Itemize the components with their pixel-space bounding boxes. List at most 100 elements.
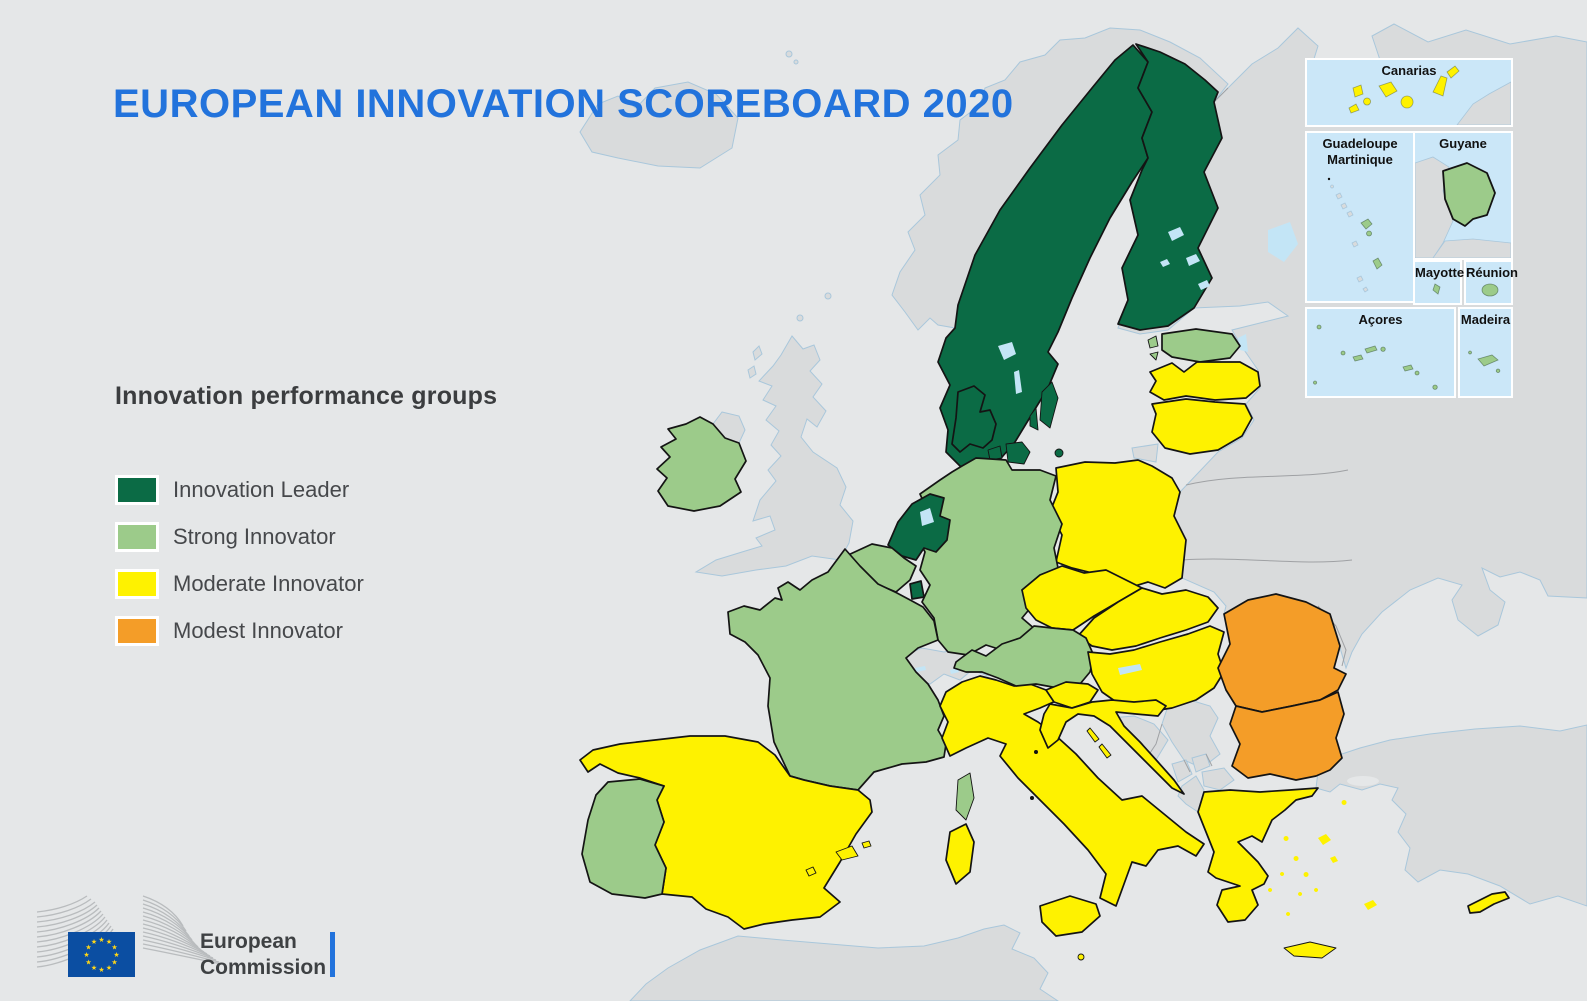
svg-text:★: ★ (83, 951, 89, 959)
country-latvia (1149, 361, 1261, 401)
country-croatia (1039, 699, 1185, 795)
swatch-innovation-leader (115, 474, 159, 505)
page-title: EUROPEAN INNOVATION SCOREBOARD 2020 (113, 82, 1014, 126)
inset-guadeloupe-martinique: Guadeloupe Martinique (1305, 131, 1415, 303)
hebrides (752, 345, 763, 361)
eu-flag-stars: ★ ★★ ★★★ ★★★ ★★★ (83, 936, 119, 974)
inset-canarias: Canarias (1305, 58, 1513, 127)
legend-label: Innovation Leader (173, 476, 350, 502)
finnish-lakes (1160, 227, 1210, 290)
inset-label-madeira: Madeira (1460, 312, 1511, 327)
inset-canarias-map (1348, 65, 1511, 125)
country-denmark (951, 385, 997, 453)
inset-reunion: Réunion (1464, 260, 1518, 305)
svg-text:★: ★ (91, 938, 97, 946)
swatch-moderate-innovator (115, 568, 159, 599)
island-funen (987, 445, 1003, 461)
country-united-kingdom (694, 335, 854, 577)
country-iceland (579, 81, 739, 169)
country-estonia (1161, 328, 1241, 363)
lake-vanern (998, 342, 1016, 360)
inset-mayotte-map (1432, 283, 1441, 295)
faroe-islands (785, 50, 793, 58)
legend: Innovation performance groups Innovation… (115, 382, 575, 654)
svg-text:★: ★ (85, 959, 91, 967)
inset-acores-map (1313, 324, 1438, 390)
island-gotland (1039, 381, 1059, 429)
swiss-lakes (915, 666, 959, 674)
island-crete (1283, 941, 1337, 959)
inset-madeira: Madeira (1458, 307, 1513, 398)
swatch-strong-innovator (115, 521, 159, 552)
inset-label-guyane: Guyane (1439, 136, 1487, 151)
ec-logo-graphic: ★ ★★ ★★★ ★★★ ★★★ European Commission (36, 895, 335, 979)
island-bornholm (1054, 448, 1064, 458)
inset-guyane: Guyane (1413, 131, 1513, 260)
sea-of-marmara (1347, 776, 1379, 786)
inset-reunion-map (1481, 283, 1499, 297)
islands-balearics (805, 840, 872, 877)
logo-text-line1: European (200, 930, 297, 953)
svg-text:★: ★ (85, 944, 91, 952)
legend-heading: Innovation performance groups (115, 382, 498, 410)
logo-text-line2: Commission (200, 956, 326, 979)
svg-text:★: ★ (91, 964, 97, 972)
lake-ijsselmeer (920, 508, 934, 526)
legend-row-moderate-innovator: Moderate Innovator (115, 560, 575, 607)
legend-row-innovation-leader: Innovation Leader (115, 466, 575, 513)
country-bulgaria (1229, 691, 1345, 781)
european-commission-logo: ★ ★ ★ ★ ★ ★ ★ ★ ★ ★ ★ ★ European Commission (35, 890, 395, 990)
inset-label-acores: Açores (1358, 312, 1403, 327)
shetland-islands (824, 292, 832, 300)
legend-label: Moderate Innovator (173, 570, 364, 596)
inset-madeira-map (1468, 350, 1501, 373)
legend-row-strong-innovator: Strong Innovator (115, 513, 575, 560)
country-slovenia (1045, 681, 1099, 709)
country-ireland (656, 416, 747, 512)
country-poland (1049, 459, 1187, 589)
country-north-macedonia (1201, 767, 1235, 791)
orkney-islands (796, 314, 804, 322)
lake-ladoga (1268, 222, 1298, 262)
non-eu-internal-borders (1147, 87, 1353, 773)
inset-label-canarias: Canarias (1381, 63, 1437, 78)
lake-vattern (1014, 370, 1022, 394)
inset-guyane-map (1415, 156, 1511, 258)
logo-blue-bar (330, 932, 335, 977)
eu-flag-icon: ★ ★★ ★★★ ★★★ ★★★ (68, 932, 135, 977)
island-saaremaa (1147, 335, 1159, 361)
region-north-africa (629, 924, 1059, 1001)
inset-guadeloupe-map (1327, 177, 1383, 293)
region-kaliningrad (1131, 443, 1159, 463)
inset-acores: Açores (1305, 307, 1456, 398)
svg-text:★: ★ (98, 966, 104, 974)
island-oland (1029, 407, 1039, 431)
inset-label-line: Martinique (1327, 152, 1393, 167)
country-portugal (581, 778, 667, 899)
inset-label-mayotte: Mayotte (1415, 265, 1465, 280)
island-sicily (1039, 895, 1101, 937)
country-romania (1217, 593, 1347, 713)
country-turkey (1315, 724, 1587, 907)
legend-items: Innovation Leader Strong Innovator Moder… (115, 466, 575, 654)
faroe-islands (793, 59, 799, 65)
svg-text:★: ★ (111, 959, 117, 967)
swatch-modest-innovator (115, 615, 159, 646)
lake-balaton (1118, 664, 1142, 675)
inset-label-reunion: Réunion (1466, 265, 1518, 280)
lake-peipus (1238, 334, 1248, 352)
islands-dalmatia (1086, 727, 1112, 759)
country-slovakia (1077, 587, 1219, 651)
svg-text:★: ★ (106, 964, 112, 972)
svg-text:★: ★ (113, 951, 119, 959)
san-marino-dot (1034, 750, 1038, 754)
vatican-dot (1030, 796, 1034, 800)
inset-label-line: Guadeloupe (1322, 136, 1398, 151)
svg-text:★: ★ (106, 938, 112, 946)
country-kosovo (1191, 753, 1211, 773)
country-greece (1197, 787, 1319, 923)
legend-label: Modest Innovator (173, 617, 343, 643)
inset-mayotte: Mayotte (1413, 260, 1465, 305)
legend-row-modest-innovator: Modest Innovator (115, 607, 575, 654)
